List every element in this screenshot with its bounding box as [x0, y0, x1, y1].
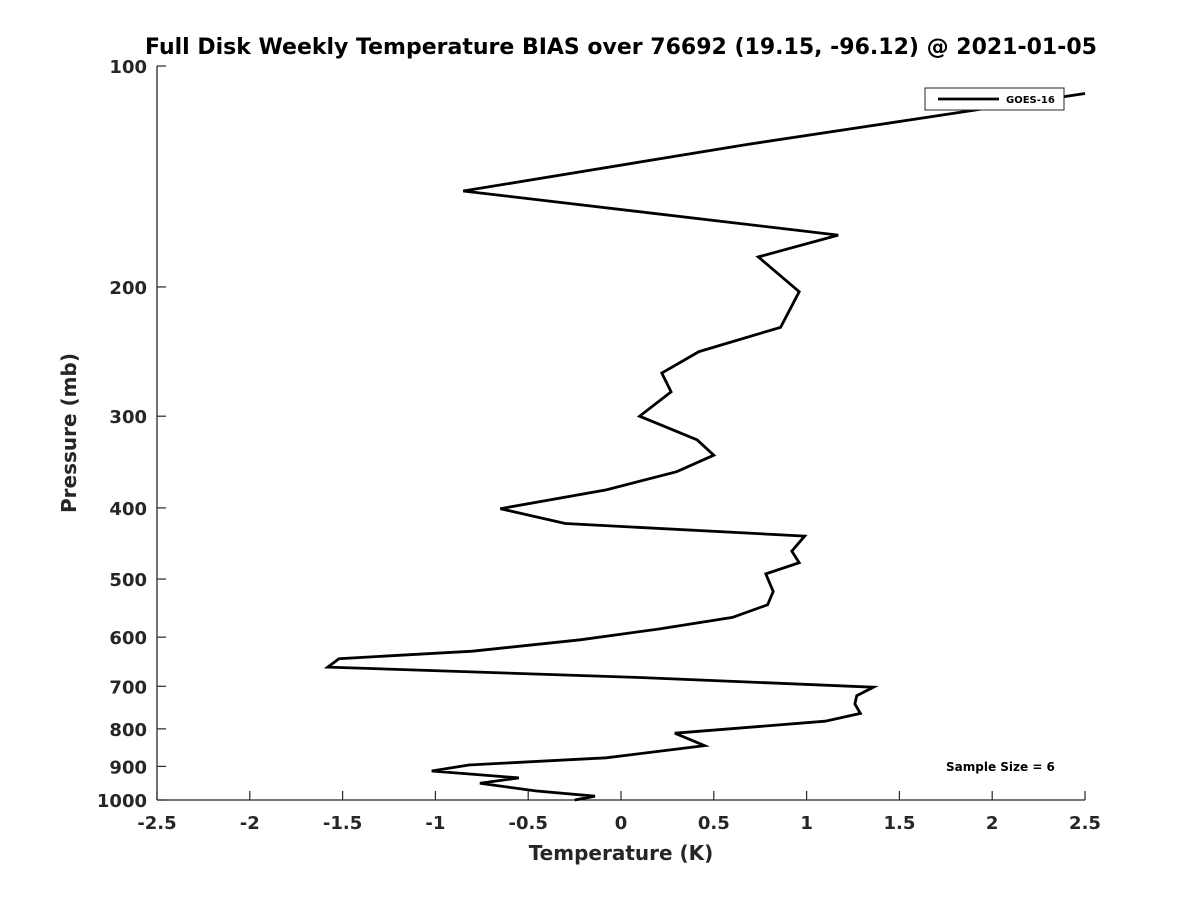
x-tick-label: -1.5: [323, 813, 362, 834]
y-tick-label: 600: [109, 628, 147, 649]
x-tick-label: 2: [986, 813, 999, 834]
x-axis-label: Temperature (K): [529, 841, 714, 865]
x-tick-label: -1: [425, 813, 445, 834]
x-tick-label: 1: [800, 813, 813, 834]
y-tick-label: 900: [109, 757, 147, 778]
y-tick-label: 300: [109, 407, 147, 428]
x-tick-label: 1.5: [883, 813, 915, 834]
sample-size-annotation: Sample Size = 6: [946, 760, 1055, 774]
legend-entry-goes16: GOES-16: [1006, 95, 1055, 106]
x-tick-label: 2.5: [1069, 813, 1101, 834]
x-tick-label: -2.5: [137, 813, 176, 834]
series-line-goes-16: [323, 92, 1086, 802]
chart-title: Full Disk Weekly Temperature BIAS over 7…: [145, 35, 1097, 60]
y-tick-label: 200: [109, 278, 147, 299]
y-tick-label: 700: [109, 677, 147, 698]
legend: GOES-16: [924, 87, 1065, 111]
y-tick-label: 500: [109, 570, 147, 591]
x-tick-label: 0: [615, 813, 628, 834]
x-tick-label: -2: [240, 813, 260, 834]
y-tick-label: 800: [109, 720, 147, 741]
x-tick-label: -0.5: [509, 813, 548, 834]
y-tick-label: 1000: [97, 791, 147, 812]
x-tick-label: 0.5: [698, 813, 730, 834]
y-axis-label: Pressure (mb): [57, 353, 81, 513]
y-tick-label: 100: [109, 57, 147, 78]
y-tick-label: 400: [109, 499, 147, 520]
